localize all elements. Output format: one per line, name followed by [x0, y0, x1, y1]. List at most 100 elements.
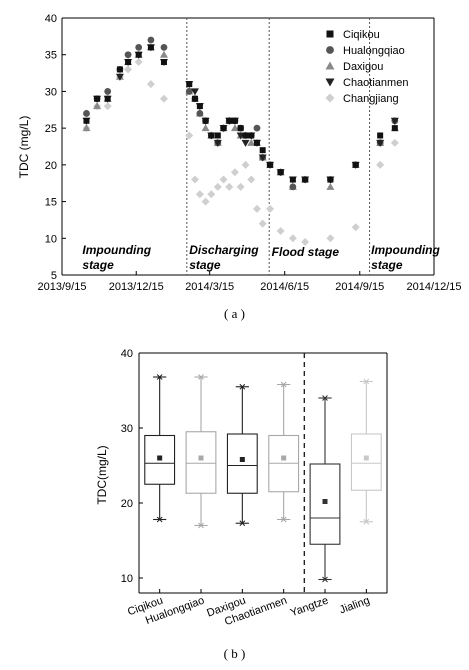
box-extreme-marker — [363, 518, 370, 525]
data-point — [226, 117, 233, 124]
box-iqr — [185, 431, 217, 494]
data-point — [135, 43, 143, 51]
chart-a-points — [82, 36, 399, 246]
data-point — [201, 197, 210, 206]
data-point — [253, 139, 260, 146]
data-point — [376, 139, 385, 147]
data-point — [241, 160, 250, 169]
stage-label: Impounding stage — [82, 243, 151, 272]
data-point — [390, 117, 399, 125]
x-tick-label: 2014/9/15 — [335, 281, 384, 293]
data-point — [159, 94, 168, 103]
data-point — [83, 110, 90, 117]
data-point — [104, 95, 111, 102]
legend-label: Ciqikou — [343, 29, 380, 41]
box-iqr — [309, 463, 341, 545]
data-point — [93, 102, 102, 110]
data-point — [147, 44, 154, 51]
x-tick-label: 2014/3/15 — [185, 281, 234, 293]
y-tick-label: 40 — [121, 348, 133, 360]
data-point — [289, 183, 297, 191]
box-ciqikou — [144, 374, 176, 523]
box-extreme-marker — [322, 576, 328, 583]
data-point — [327, 176, 334, 183]
box-extreme-marker — [198, 522, 204, 529]
y-tick-label: 30 — [45, 86, 57, 98]
x-tick-label: Jialing — [338, 595, 371, 617]
y-tick-label: 25 — [45, 123, 57, 135]
data-point — [248, 132, 255, 139]
chart-a-y-axis-title: TDC (mg/L) — [17, 116, 31, 179]
data-point — [104, 88, 112, 95]
data-point — [124, 65, 133, 74]
data-point — [190, 88, 199, 96]
data-point — [208, 132, 215, 139]
data-point — [94, 95, 101, 102]
data-point — [352, 161, 359, 168]
data-point — [213, 182, 222, 191]
data-point — [115, 73, 124, 81]
data-point — [103, 102, 112, 111]
box-hualongqiao — [185, 374, 217, 529]
legend-label: Daxigou — [343, 61, 383, 73]
data-point — [276, 226, 285, 235]
y-tick-label: 10 — [45, 233, 57, 245]
data-point — [302, 176, 309, 183]
data-point — [135, 51, 142, 58]
data-point — [258, 154, 267, 162]
chart-a-stage-dividers — [186, 18, 371, 275]
data-point — [247, 175, 256, 184]
caption-a: ( a ) — [224, 306, 245, 321]
caption-b: ( b ) — [223, 646, 246, 661]
data-point — [230, 124, 239, 132]
data-point — [134, 58, 143, 67]
box-jialing — [350, 378, 382, 525]
box-iqr — [350, 433, 382, 491]
data-point — [196, 103, 203, 110]
legend-label: Hualongqiao — [343, 45, 405, 57]
stage-label: Impounding stage — [371, 243, 440, 272]
data-point — [253, 124, 261, 132]
data-point — [83, 117, 90, 124]
data-point — [236, 182, 245, 191]
y-tick-label: 10 — [121, 573, 133, 585]
data-point — [237, 125, 244, 132]
data-point — [289, 176, 296, 183]
x-tick-label: 2014/12/15 — [406, 281, 461, 293]
y-tick-label: 35 — [45, 50, 57, 62]
data-point — [241, 139, 250, 147]
data-point — [325, 93, 335, 103]
data-point — [159, 50, 168, 58]
box-mean — [322, 499, 328, 504]
data-point — [190, 175, 199, 184]
data-point — [376, 160, 385, 169]
box-mean — [157, 455, 163, 461]
box-extreme-marker — [198, 374, 204, 380]
data-point — [147, 36, 155, 44]
box-extreme-marker — [322, 395, 328, 401]
data-point — [351, 223, 360, 232]
data-point — [160, 43, 168, 51]
stage-label: Flood stage — [272, 245, 340, 259]
data-point — [219, 175, 228, 184]
box-iqr — [226, 433, 258, 494]
chart-b-boxes — [144, 374, 382, 583]
chart-a-y-ticks: 5 10 15 20 25 30 35 40 — [45, 13, 66, 282]
x-tick-label: 2013/9/15 — [38, 281, 87, 293]
data-point — [207, 190, 216, 199]
chart-b-y-ticks: 10 20 30 40 — [121, 348, 143, 585]
y-tick-label: 20 — [45, 160, 57, 172]
data-point — [230, 168, 239, 177]
data-point — [146, 80, 155, 89]
box-extreme-marker — [156, 516, 163, 523]
chart-b-y-axis-title: TDC(mg/L) — [95, 445, 109, 504]
data-point — [267, 161, 274, 168]
data-point — [242, 132, 249, 139]
data-point — [201, 124, 210, 132]
box-mean — [198, 455, 204, 461]
box-extreme-marker — [239, 520, 246, 527]
data-point — [326, 46, 334, 54]
data-point — [185, 88, 193, 95]
